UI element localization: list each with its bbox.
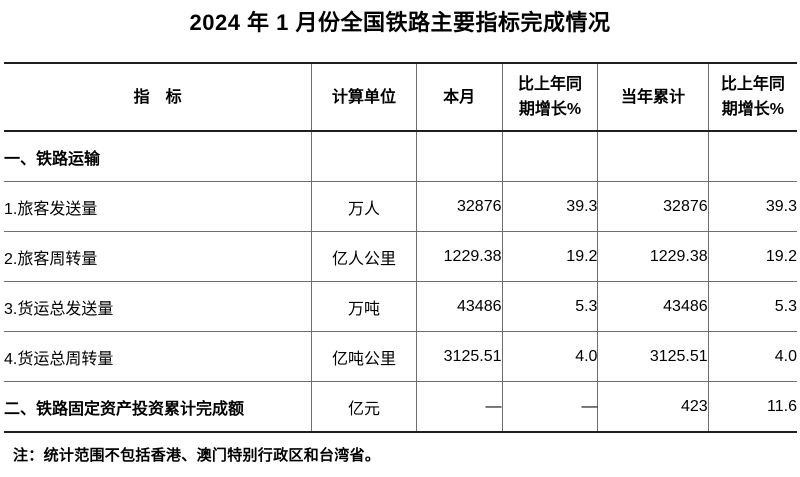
row-freight-turnover: 4.货运总周转量 亿吨公里 3125.51 4.0 3125.51 4.0	[4, 331, 797, 382]
indicator-cell: 一、铁路运输	[4, 150, 101, 168]
section-row-railway-transport: 一、铁路运输	[4, 131, 797, 182]
header-text-line: 指 标	[133, 88, 182, 106]
value-cell: 11.6	[707, 381, 797, 432]
value-cell: 1229.38	[415, 231, 502, 282]
railway-indicators-table: 指 标 计算单位 本月 比上年同期增长% 当年累计 比上年同期增长%	[4, 62, 797, 433]
row-passenger-turnover: 2.旅客周转量 亿人公里 1229.38 19.2 1229.38 19.2	[4, 231, 797, 282]
value-cell: 4.0	[501, 331, 598, 382]
header-ytd-yoy-growth: 比上年同期增长%	[707, 63, 797, 131]
value-cell: 39.3	[501, 181, 598, 232]
value-cell: 5.3	[501, 281, 598, 332]
header-month-yoy-growth: 比上年同期增长%	[501, 63, 598, 131]
value-cell	[415, 131, 502, 182]
value-cell: 3125.51	[597, 331, 709, 382]
value-cell: 39.3	[707, 181, 797, 232]
value-cell: —	[415, 381, 502, 432]
indicator-cell: 1.旅客发送量	[4, 200, 98, 218]
header-row: 指 标 计算单位 本月 比上年同期增长% 当年累计 比上年同期增长%	[4, 63, 797, 131]
value-cell	[597, 131, 709, 182]
unit-cell: 亿人公里	[311, 231, 417, 282]
header-text-line: 当年累计	[621, 88, 686, 106]
header-text-line: 比上年同	[720, 76, 785, 93]
unit-cell: 万吨	[311, 281, 417, 332]
header-text-line: 本月	[443, 88, 476, 106]
section-row-fixed-asset-investment: 二、铁路固定资产投资累计完成额 亿元 — — 423 11.6	[4, 381, 797, 432]
footnote: 注：统计范围不包括香港、澳门特别行政区和台湾省。	[13, 444, 380, 465]
header-current-month: 本月	[415, 63, 502, 131]
indicator-cell: 4.货运总周转量	[4, 350, 114, 368]
header-indicator: 指 标	[4, 63, 312, 131]
header-unit: 计算单位	[311, 63, 417, 131]
value-cell: 43486	[597, 281, 709, 332]
header-ytd-total: 当年累计	[597, 63, 709, 131]
unit-cell: 亿吨公里	[311, 331, 417, 382]
header-text-line: 期增长%	[518, 101, 582, 118]
header-text-line: 期增长%	[721, 101, 784, 118]
unit-cell: 亿元	[311, 381, 417, 432]
footnote-text: 统计范围不包括香港、澳门特别行政区和台湾省。	[43, 447, 381, 464]
header-text-line: 计算单位	[332, 88, 397, 106]
value-cell: —	[501, 381, 598, 432]
value-cell	[501, 131, 598, 182]
row-freight-volume: 3.货运总发送量 万吨 43486 5.3 43486 5.3	[4, 281, 797, 332]
value-cell: 1229.38	[597, 231, 709, 282]
value-cell: 3125.51	[415, 331, 502, 382]
value-cell: 32876	[597, 181, 709, 232]
indicator-cell: 二、铁路固定资产投资累计完成额	[4, 400, 245, 418]
value-cell: 423	[597, 381, 709, 432]
unit-cell	[311, 131, 417, 182]
indicator-cell: 2.旅客周转量	[4, 250, 98, 268]
page-title: 2024 年 1 月份全国铁路主要指标完成情况	[189, 10, 611, 35]
unit-cell: 万人	[311, 181, 417, 232]
value-cell	[707, 131, 797, 182]
value-cell: 4.0	[707, 331, 797, 382]
value-cell: 43486	[415, 281, 502, 332]
value-cell: 32876	[415, 181, 502, 232]
row-passenger-volume: 1.旅客发送量 万人 32876 39.3 32876 39.3	[4, 181, 797, 232]
header-text-line: 比上年同	[517, 76, 582, 93]
indicator-cell: 3.货运总发送量	[4, 300, 114, 318]
value-cell: 5.3	[707, 281, 797, 332]
value-cell: 19.2	[707, 231, 797, 282]
value-cell: 19.2	[501, 231, 598, 282]
footnote-label: 注：	[13, 447, 44, 464]
